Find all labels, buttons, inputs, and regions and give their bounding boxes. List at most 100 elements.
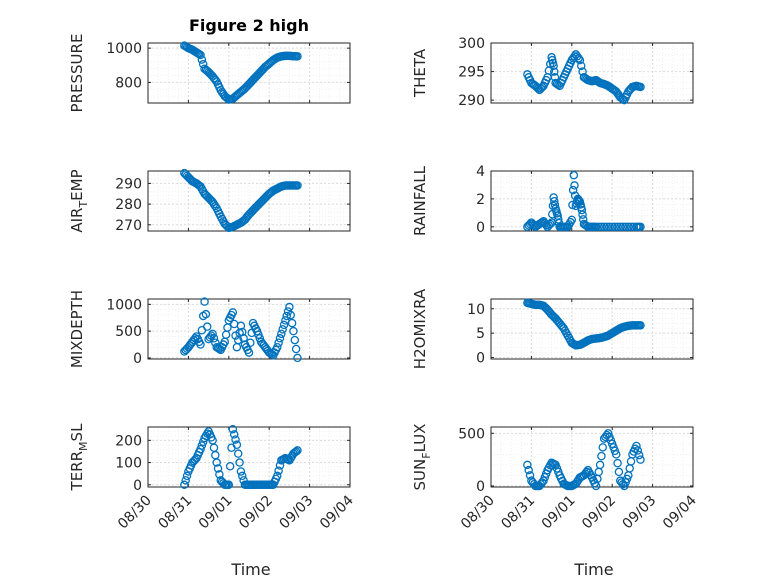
y-axis-label: SUNFLUX xyxy=(411,424,433,491)
y-tick-label: 800 xyxy=(115,75,142,91)
data-point xyxy=(599,222,609,232)
x-axis-label-right: Time xyxy=(573,560,613,579)
data-point xyxy=(228,308,238,317)
y-tick-label: 5 xyxy=(476,326,485,342)
data-point xyxy=(273,342,282,352)
data-point xyxy=(211,75,220,85)
data-point xyxy=(207,331,216,340)
data-point xyxy=(209,334,219,343)
data-point xyxy=(211,201,220,211)
data-point xyxy=(290,448,300,457)
data-point xyxy=(568,185,578,195)
data-series xyxy=(523,170,645,232)
data-point xyxy=(290,335,300,345)
data-point xyxy=(550,200,560,210)
data-point xyxy=(598,443,608,452)
data-point xyxy=(232,440,242,450)
data-point xyxy=(523,460,532,470)
data-point xyxy=(197,55,207,64)
data-point xyxy=(291,447,301,456)
data-point xyxy=(293,52,302,61)
data-point xyxy=(546,219,555,229)
data-point xyxy=(287,318,297,328)
axes-frame xyxy=(490,42,694,104)
data-point xyxy=(602,222,612,232)
data-point xyxy=(632,441,641,451)
data-point xyxy=(289,326,298,336)
data-series xyxy=(523,298,645,350)
data-point xyxy=(616,222,625,232)
data-point xyxy=(611,450,621,459)
data-series xyxy=(180,424,302,490)
y-tick-label: 0 xyxy=(476,220,485,236)
data-point xyxy=(636,455,645,464)
subplot-5: 0 500 1000 MIXDEPTH xyxy=(68,290,351,368)
y-tick-label: 0 xyxy=(476,351,485,367)
data-point xyxy=(574,53,583,63)
data-point xyxy=(525,471,535,480)
y-tick-label: 0 xyxy=(133,478,142,494)
data-point xyxy=(595,460,605,470)
data-point xyxy=(571,479,581,489)
axes-frame xyxy=(490,298,694,360)
y-tick-label: 0 xyxy=(476,479,485,495)
data-point xyxy=(293,446,302,455)
subplot-1: 800 1000 PRESSURE Figure 2 high xyxy=(68,16,351,113)
data-point xyxy=(636,222,645,232)
y-axis-label: RAINFALL xyxy=(411,165,429,236)
data-point xyxy=(536,84,546,93)
x-axis-label-left: Time xyxy=(230,560,270,579)
y-axis-label: PRESSURE xyxy=(68,34,86,113)
data-point xyxy=(236,467,246,476)
y-tick-label: 1000 xyxy=(106,41,142,57)
data-point xyxy=(274,466,283,475)
data-point xyxy=(613,222,622,232)
y-tick-label: 1000 xyxy=(106,297,142,313)
data-point xyxy=(624,222,633,232)
data-point xyxy=(233,449,243,458)
data-point xyxy=(239,334,248,343)
data-point xyxy=(575,55,585,65)
data-series xyxy=(523,429,645,491)
data-point xyxy=(607,222,617,232)
y-axis-label: AIRTEMP xyxy=(68,169,90,232)
data-point xyxy=(235,458,244,467)
data-point xyxy=(605,222,614,232)
data-point xyxy=(238,327,247,337)
data-point xyxy=(549,61,558,71)
data-point xyxy=(570,181,579,190)
data-point xyxy=(246,338,255,347)
data-point xyxy=(636,82,645,92)
y-tick-label: 290 xyxy=(458,93,485,109)
data-point xyxy=(569,170,579,180)
y-tick-label: 500 xyxy=(458,426,485,442)
y-tick-label: 290 xyxy=(115,176,142,192)
data-point xyxy=(278,325,287,334)
data-point xyxy=(279,320,289,330)
y-tick-label: 300 xyxy=(458,36,485,52)
subplot-6: 0 5 10 H2OMIXRA xyxy=(411,288,694,369)
data-point xyxy=(524,465,533,475)
chart-title: Figure 2 high xyxy=(189,16,309,35)
y-tick-label: 270 xyxy=(115,218,142,234)
data-point xyxy=(196,50,205,60)
data-point xyxy=(200,297,209,306)
subplot-7: 08/30 08/31 09/01 09/02 09/03 09/040100200TER… xyxy=(68,423,357,532)
data-point xyxy=(537,82,547,92)
y-tick-label: 295 xyxy=(458,65,485,81)
subplot-4: 0 2 4 RAINFALL xyxy=(411,164,694,236)
data-point xyxy=(203,322,212,331)
data-series xyxy=(180,297,302,363)
data-point xyxy=(208,329,217,339)
y-tick-label: 100 xyxy=(115,456,142,472)
y-tick-label: 500 xyxy=(115,324,142,340)
data-point xyxy=(633,446,643,455)
data-point xyxy=(293,353,302,363)
data-point xyxy=(291,344,301,354)
data-point xyxy=(215,470,224,479)
data-point xyxy=(274,338,283,347)
y-axis-label: H2OMIXRA xyxy=(411,288,429,369)
axes-frame xyxy=(147,298,351,360)
data-point xyxy=(277,329,286,339)
data-series xyxy=(180,168,302,233)
